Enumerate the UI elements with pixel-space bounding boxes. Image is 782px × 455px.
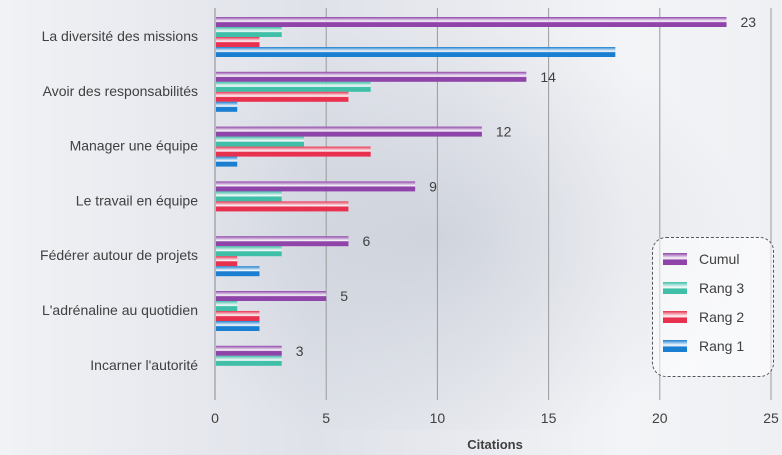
legend-item: Cumul [663, 250, 739, 268]
legend-swatch [663, 253, 687, 265]
x-tick-label: 5 [322, 410, 330, 426]
x-axis-title: Citations [467, 437, 523, 452]
category-label: Manager une équipe [70, 138, 199, 154]
x-tick-label: 20 [652, 410, 668, 426]
value-label: 12 [496, 124, 512, 140]
bar-rang-3 [216, 81, 371, 92]
bar-rang-1 [216, 156, 238, 167]
legend-swatch [663, 282, 687, 294]
bar-cumul [216, 236, 349, 247]
bar-rang-1 [216, 101, 238, 112]
legend-swatch [663, 340, 687, 352]
legend: Cumul Rang 3 Rang 2 Rang 1 [652, 237, 774, 377]
legend-label: Rang 3 [699, 280, 745, 296]
value-labels: 23 14 12 9 6 5 3 [296, 14, 757, 359]
value-label: 6 [362, 233, 370, 249]
value-label: 14 [540, 69, 556, 85]
bar-cumul [216, 71, 527, 82]
legend-item: Rang 2 [663, 308, 744, 326]
legend-label: Rang 2 [699, 309, 745, 325]
bar-cumul [216, 345, 282, 356]
bar-rang-3 [216, 27, 282, 37]
bar-rang-3 [216, 246, 282, 257]
bar-rang-3 [216, 301, 238, 311]
x-tick-label: 25 [763, 410, 779, 426]
bars [216, 17, 727, 366]
bar-rang-2 [216, 311, 260, 321]
x-tick-label: 15 [541, 410, 557, 426]
x-tick-label: 10 [430, 410, 446, 426]
bar-rang-2 [216, 256, 238, 267]
bar-rang-3 [216, 355, 282, 366]
legend-item: Rang 3 [663, 279, 744, 297]
value-label: 5 [340, 288, 348, 304]
bar-rang-2 [216, 91, 349, 102]
bar-rang-1 [216, 47, 616, 57]
bar-rang-1 [216, 321, 260, 331]
category-label: Incarner l'autorité [90, 357, 198, 373]
value-label: 3 [296, 343, 304, 359]
bar-cumul [216, 17, 727, 27]
category-label: La diversité des missions [42, 28, 198, 44]
bar-rang-1 [216, 266, 260, 277]
legend-item: Rang 1 [663, 337, 744, 355]
bar-cumul [216, 126, 482, 137]
value-label: 23 [741, 14, 757, 30]
x-tick-label: 0 [211, 410, 219, 426]
bar-rang-3 [216, 191, 282, 202]
bar-rang-2 [216, 201, 349, 212]
bar-cumul [216, 291, 327, 301]
bar-cumul [216, 181, 416, 192]
bar-rang-2 [216, 146, 371, 157]
bar-rang-2 [216, 37, 260, 47]
x-tick-labels: 0 5 10 15 20 25 [211, 410, 779, 426]
category-label: Fédérer autour de projets [40, 247, 198, 263]
value-label: 9 [429, 178, 437, 194]
bar-rang-3 [216, 136, 304, 147]
category-label: Avoir des responsabilités [43, 83, 198, 99]
legend-label: Cumul [699, 251, 740, 267]
legend-label: Rang 1 [699, 338, 745, 354]
category-label: L'adrénaline au quotidien [42, 302, 198, 318]
category-labels: La diversité des missions Avoir des respo… [40, 28, 198, 373]
legend-swatch [663, 311, 687, 323]
category-label: Le travail en équipe [76, 192, 198, 208]
